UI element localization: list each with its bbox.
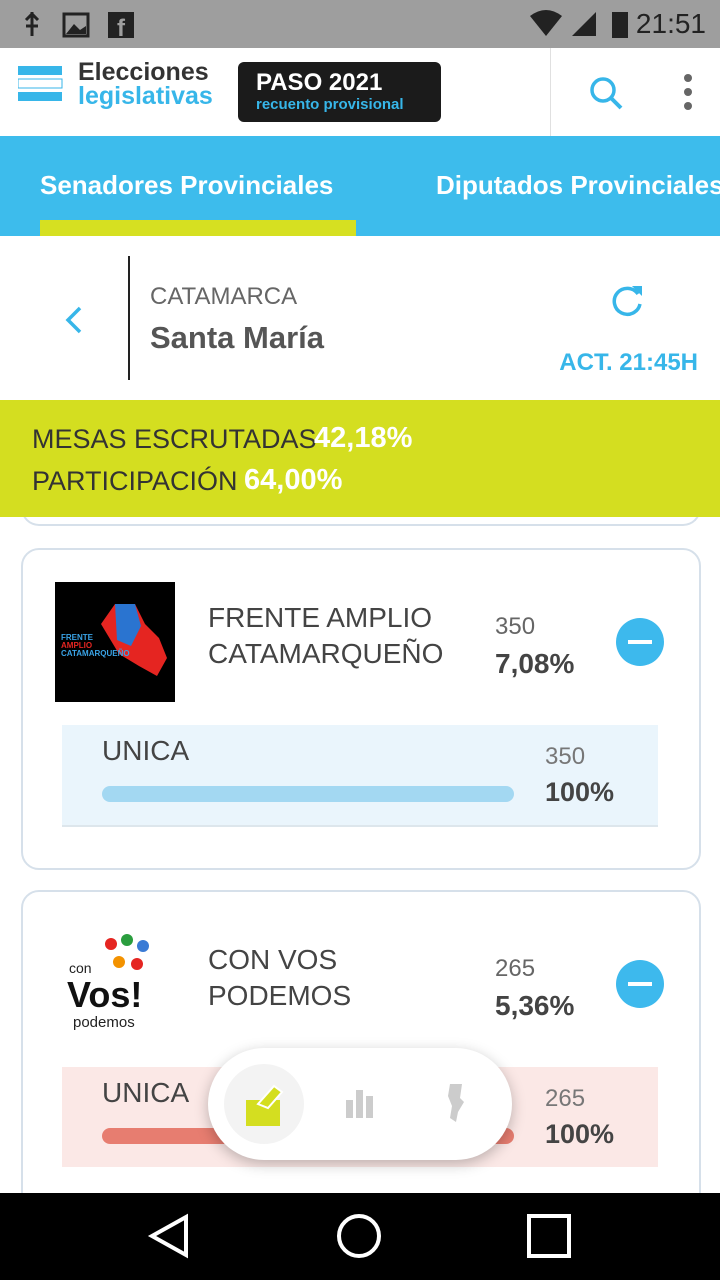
list-votes: 265 (545, 1085, 586, 1112)
home-key[interactable] (334, 1211, 384, 1261)
party-name: FRENTE AMPLIO (208, 602, 433, 633)
nav-results[interactable] (342, 1086, 378, 1122)
mesas-label: MESAS ESCRUTADAS (32, 424, 317, 454)
back-button[interactable] (60, 304, 86, 336)
system-icons (530, 10, 628, 38)
nav-map[interactable] (440, 1082, 472, 1124)
party-name: PODEMOS (208, 980, 352, 1011)
party-logo: FRENTE AMPLIO CATAMARQUEÑO (55, 582, 175, 702)
list-votes: 350 (545, 743, 586, 770)
refresh-button[interactable] (608, 282, 646, 320)
province: CATAMARCA (150, 283, 298, 310)
tab[interactable]: Diputados Provinciales (436, 170, 720, 200)
paso-badge: PASO 2021 recuento provisional (238, 62, 441, 122)
status-bar: f 21:51 (0, 0, 720, 48)
divider (128, 256, 130, 380)
party-card: FRENTE AMPLIO CATAMARQUEÑO FRENTE AMPLIO C… (21, 548, 701, 870)
list-name: UNICA (102, 1077, 190, 1108)
tab[interactable]: Senadores Provinciales (40, 170, 334, 200)
logo-map (101, 604, 167, 676)
svg-text:f: f (117, 15, 126, 40)
list-bar (102, 786, 514, 802)
mesas-value: 42,18% (314, 422, 413, 454)
logo-line: AMPLIO (61, 641, 93, 650)
participacion-label: PARTICIPACIÓN (32, 466, 238, 496)
party-name: CATAMARQUEÑO (208, 638, 444, 669)
vote-icon (246, 1084, 284, 1126)
search-button[interactable] (588, 76, 624, 112)
collapse-button[interactable] (615, 960, 665, 1010)
clock: 21:51 (635, 8, 706, 39)
brand-line2: legislativas (78, 82, 213, 110)
list-percent: 100% (545, 1119, 615, 1149)
party-name: CON VOS (208, 944, 338, 975)
party-percent: 5,36% (495, 990, 575, 1021)
participacion-value: 64,00% (244, 464, 343, 496)
tab-indicator (40, 220, 356, 236)
party-logo: con Vos! podemos (55, 924, 175, 1044)
logo-text: FRENTE AMPLIO CATAMARQUEÑO (61, 634, 130, 658)
logo-text: Vos! (67, 974, 143, 1015)
back-key[interactable] (146, 1211, 196, 1261)
floating-nav (208, 1048, 512, 1160)
collapse-button[interactable] (615, 618, 665, 668)
party-votes: 350 (495, 613, 536, 640)
nav-vote[interactable] (224, 1064, 304, 1144)
update-time: ACT. 21:45H (559, 349, 698, 376)
status-icons: f (24, 11, 134, 40)
logo-line: CATAMARQUEÑO (61, 649, 130, 658)
brand-line1: Elecciones (78, 58, 209, 86)
divider (550, 48, 551, 136)
tab-bar: Senadores Provinciales Diputados Provinc… (0, 136, 720, 236)
list-percent: 100% (545, 777, 615, 807)
logo-figures (105, 934, 149, 970)
logo-line: FRENTE (61, 633, 93, 642)
logo-text: podemos (73, 1014, 135, 1031)
menu-button[interactable] (680, 74, 696, 114)
recents-key[interactable] (524, 1211, 574, 1261)
badge-title: PASO 2021 (256, 69, 383, 96)
summary-band: MESAS ESCRUTADAS 42,18% PARTICIPACIÓN 64… (0, 400, 720, 517)
system-nav (0, 1193, 720, 1280)
badge-subtitle: recuento provisional (256, 96, 404, 113)
list-row: UNICA 350 100% (62, 725, 658, 827)
flag-logo (18, 66, 63, 101)
district: Santa María (150, 320, 325, 355)
party-percent: 7,08% (495, 648, 575, 679)
party-votes: 265 (495, 955, 536, 982)
list-name: UNICA (102, 735, 190, 766)
logo-text: con (69, 960, 92, 976)
app-header: Elecciones legislativas PASO 2021 recuen… (0, 48, 720, 137)
